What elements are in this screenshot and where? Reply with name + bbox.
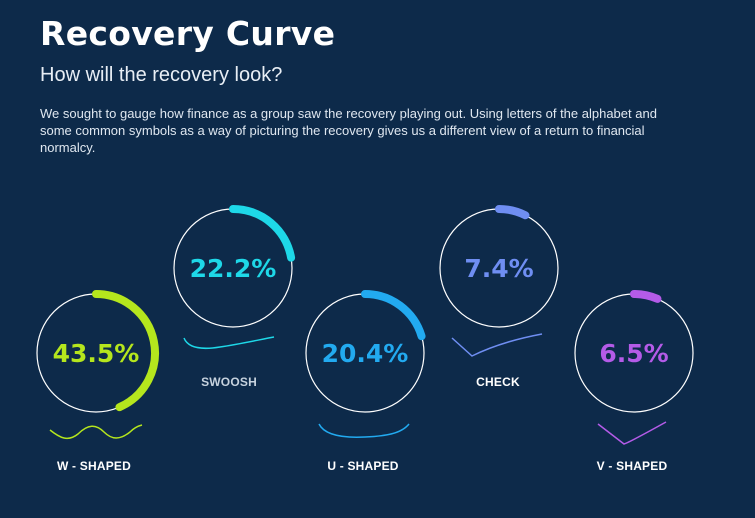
check-shape-icon	[451, 333, 543, 357]
page-subtitle: How will the recovery look?	[40, 64, 283, 86]
category-label: W - SHAPED	[57, 459, 131, 473]
gauge-check: 7.4%	[437, 205, 561, 330]
page-description: We sought to gauge how finance as a grou…	[40, 106, 657, 155]
category-label: SWOOSH	[201, 375, 257, 389]
value-label: 7.4%	[464, 253, 534, 283]
gauge-swoosh: 22.2%	[171, 205, 296, 330]
gauge-u-shaped: 20.4%	[303, 290, 427, 415]
value-label: 22.2%	[189, 253, 277, 283]
value-arc	[361, 290, 426, 341]
category-label: U - SHAPED	[327, 459, 399, 473]
gauge-v-shaped: 6.5%	[572, 290, 696, 415]
w-shape-icon	[49, 424, 143, 440]
gauge-ring	[305, 290, 426, 413]
category-label: CHECK	[476, 375, 520, 389]
category-label: V - SHAPED	[596, 459, 668, 473]
gauge-ring	[173, 205, 296, 328]
value-label: 20.4%	[321, 338, 409, 368]
gauge-ring	[574, 290, 694, 413]
value-label: 6.5%	[599, 338, 669, 368]
value-label: 43.5%	[52, 338, 140, 368]
value-arc	[495, 205, 530, 220]
value-arc	[630, 290, 662, 303]
value-arc	[229, 205, 296, 262]
gauge-w-shaped: 43.5%	[34, 290, 159, 415]
page-title: Recovery Curve	[40, 14, 336, 53]
u-shape-icon	[318, 423, 410, 438]
swoosh-shape-icon	[183, 336, 275, 350]
v-shape-icon	[597, 421, 667, 445]
gauge-ring	[36, 290, 159, 413]
gauge-ring	[439, 205, 559, 328]
value-arc	[92, 290, 159, 412]
